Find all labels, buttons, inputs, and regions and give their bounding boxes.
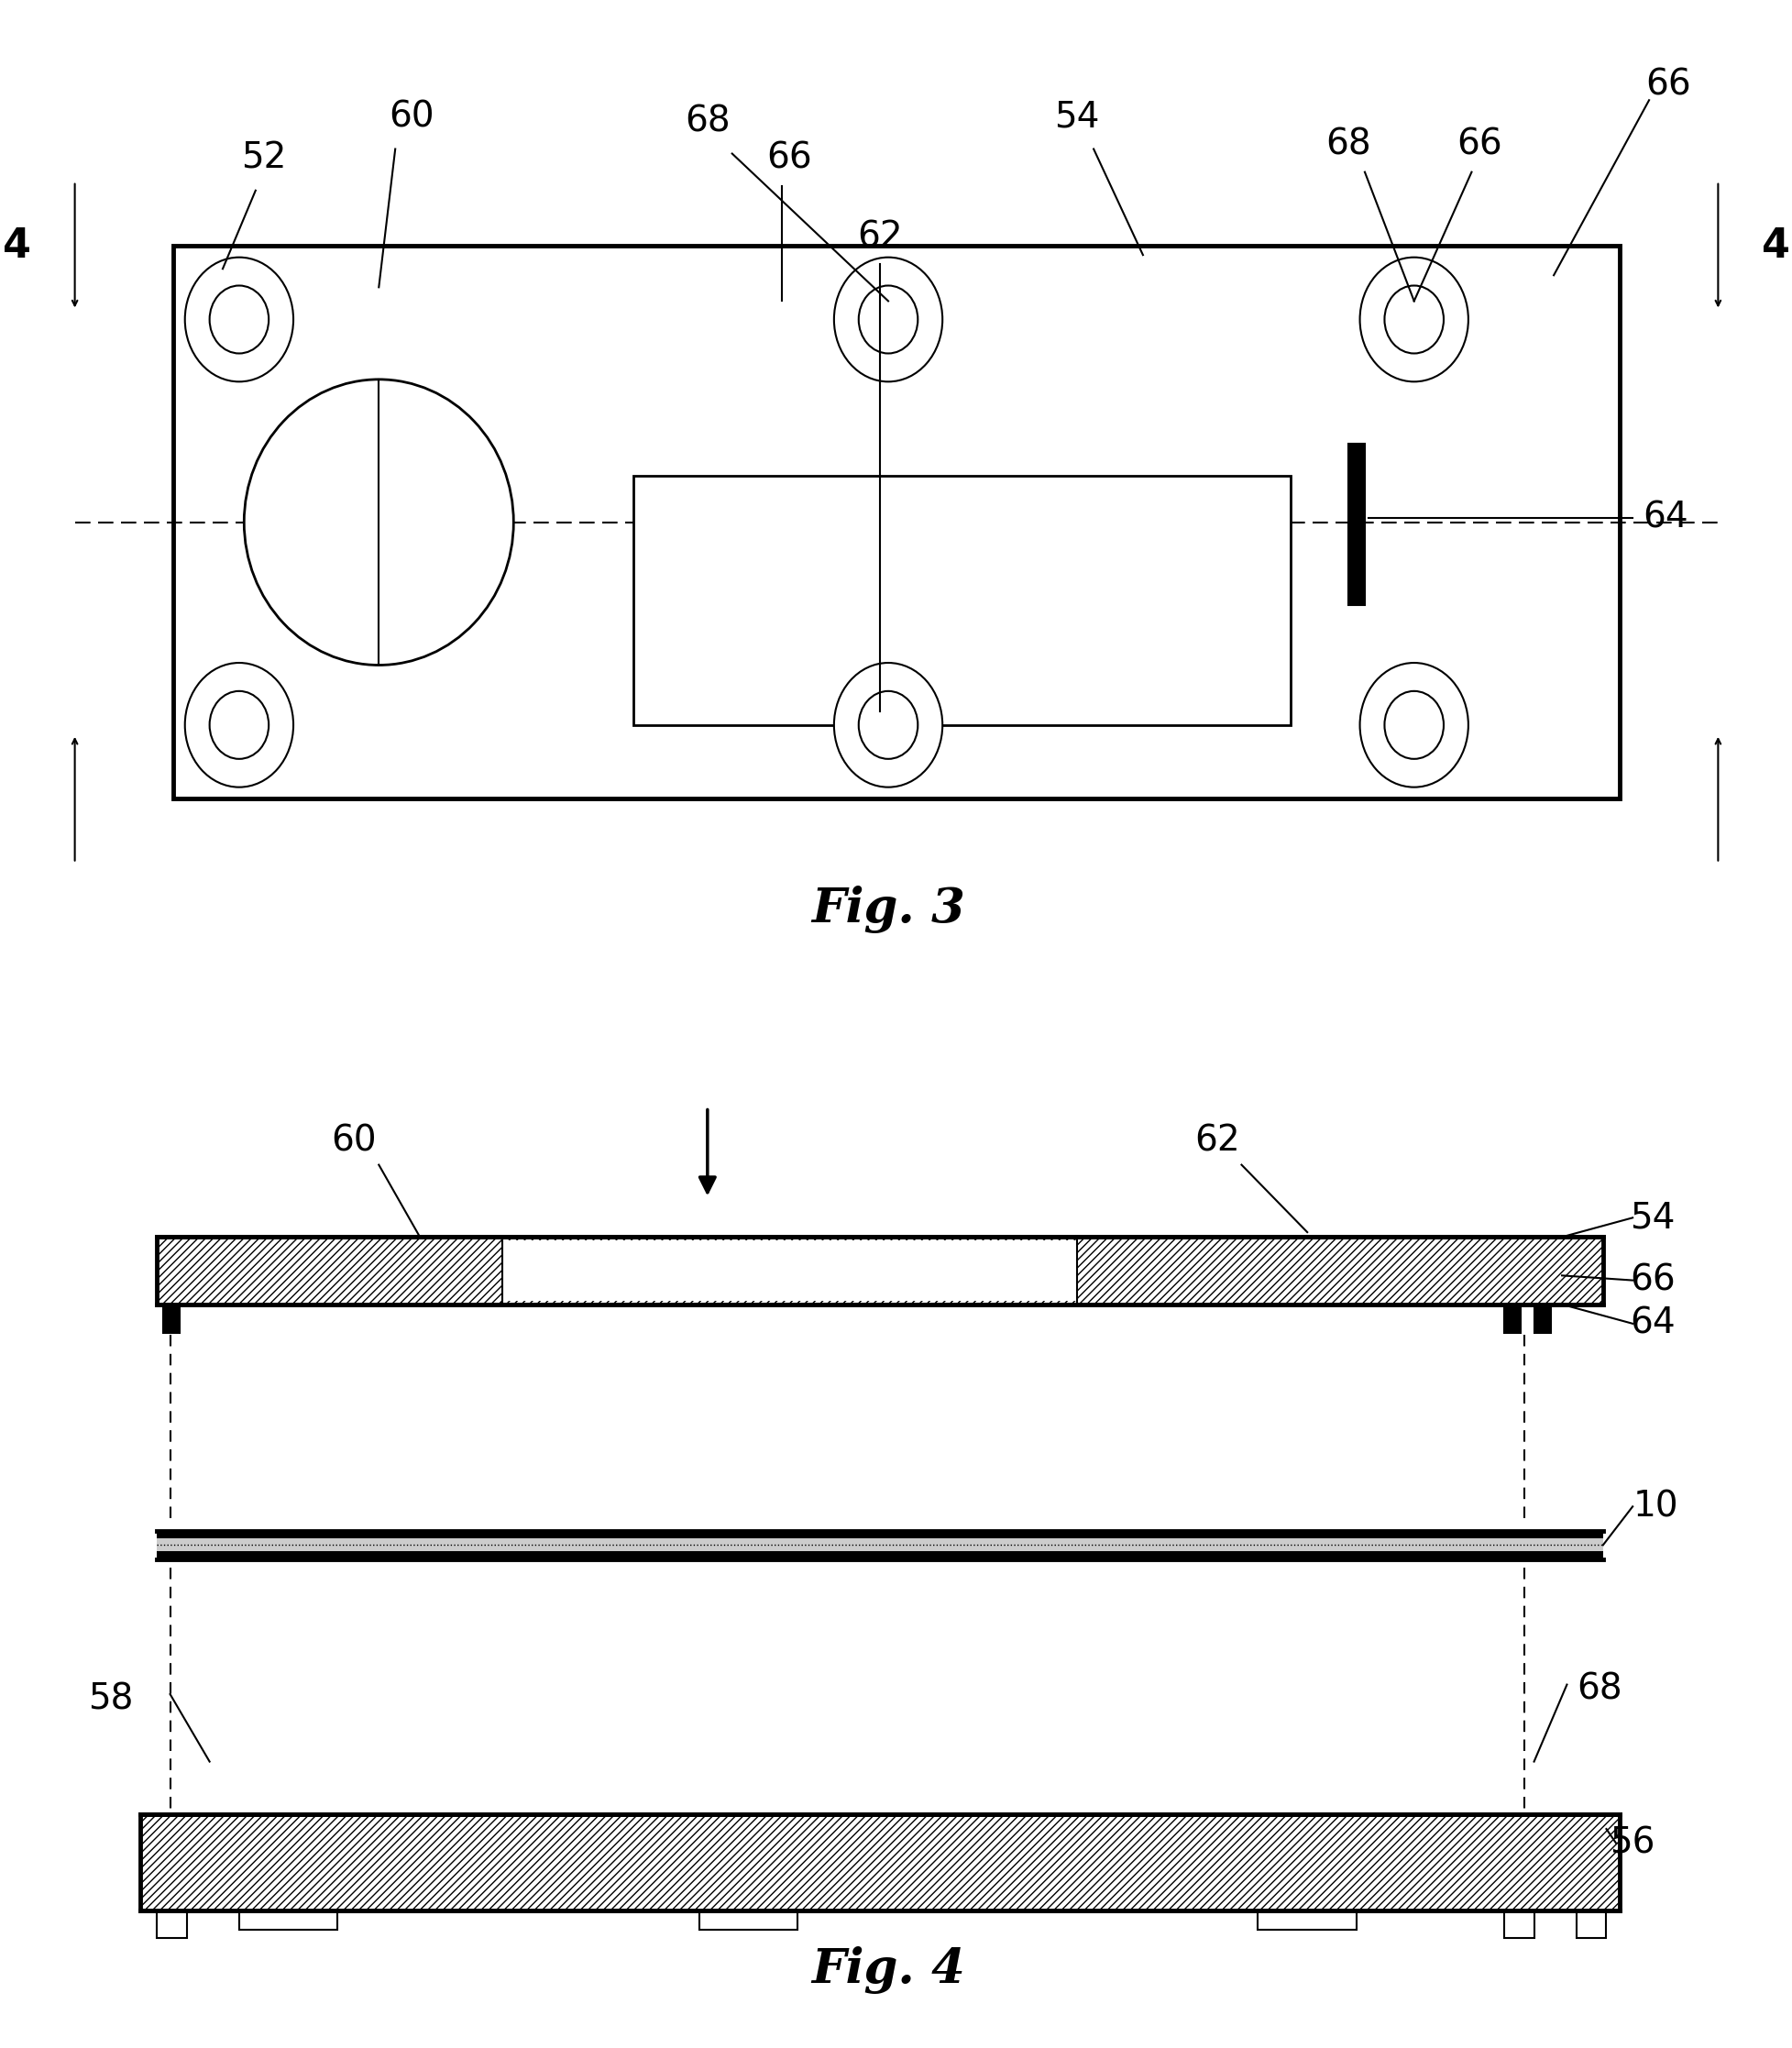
Text: 66: 66 [1457,127,1502,162]
Circle shape [858,690,918,760]
Text: 54: 54 [1054,98,1098,135]
Bar [158,1911,186,1937]
Bar [1503,1305,1520,1333]
Bar [174,246,1618,799]
Bar [158,1538,1602,1552]
Bar [1534,1305,1550,1333]
Bar [163,1305,179,1333]
Circle shape [185,664,294,786]
Circle shape [858,285,918,354]
Bar [1348,444,1364,606]
Text: 60: 60 [389,98,434,135]
Circle shape [833,258,943,381]
Circle shape [1358,258,1468,381]
Text: 68: 68 [1577,1671,1622,1706]
Circle shape [210,690,269,760]
Text: 66: 66 [1645,68,1690,102]
Text: 64: 64 [1641,500,1688,535]
Text: 62: 62 [1193,1122,1238,1159]
Text: 62: 62 [857,219,903,254]
Bar [633,477,1290,725]
Text: Fig. 3: Fig. 3 [812,885,964,934]
Bar [158,1552,1602,1559]
Ellipse shape [244,379,513,666]
Bar [140,1815,1618,1911]
Text: 10: 10 [1633,1489,1677,1524]
Bar [1575,1911,1606,1937]
Bar [238,1911,337,1929]
Text: 66: 66 [767,141,812,176]
Text: 68: 68 [685,104,729,139]
Text: 52: 52 [242,141,287,176]
Bar [158,1530,1602,1538]
Text: 4: 4 [1760,225,1788,266]
Text: 60: 60 [332,1122,376,1159]
Text: 68: 68 [1324,127,1371,162]
Text: Fig. 4: Fig. 4 [812,1948,964,1995]
Text: 4: 4 [4,225,32,266]
Circle shape [210,285,269,354]
Text: 58: 58 [88,1681,134,1716]
Bar [158,1237,1602,1305]
Circle shape [1383,285,1443,354]
Text: 64: 64 [1629,1307,1674,1341]
Circle shape [1358,664,1468,786]
Bar [1503,1911,1534,1937]
Text: 56: 56 [1609,1827,1654,1862]
Bar [502,1241,1077,1300]
Circle shape [1383,690,1443,760]
Bar [699,1911,797,1929]
Bar [1258,1911,1357,1929]
Text: 66: 66 [1629,1264,1674,1298]
Text: 54: 54 [1629,1200,1674,1235]
Circle shape [833,664,943,786]
Circle shape [185,258,294,381]
